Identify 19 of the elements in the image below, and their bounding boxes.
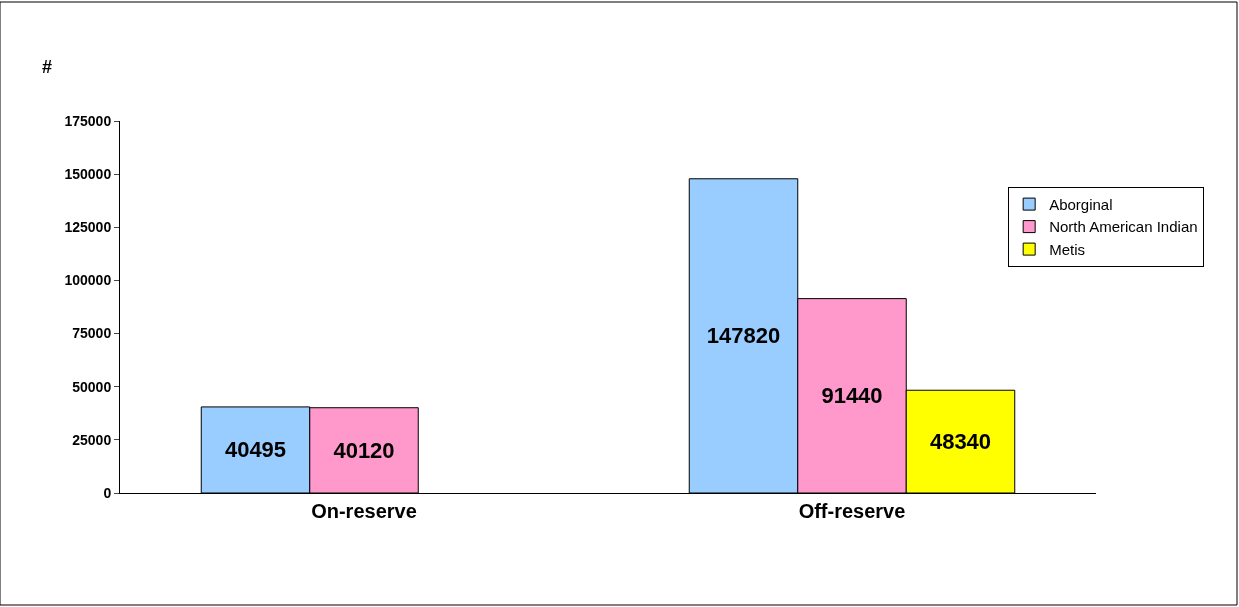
y-tick-label: 75000	[72, 325, 112, 342]
y-axis-title: #	[42, 57, 53, 77]
data-label: 147820	[706, 323, 781, 349]
y-tick-label: 100000	[64, 272, 112, 289]
y-tick-label: 175000	[64, 112, 112, 129]
legend-label: North American Indian	[1049, 218, 1198, 236]
x-tick-label: On-reserve	[311, 500, 417, 522]
legend-label: Aborginal	[1049, 195, 1113, 213]
y-tick-label: 25000	[72, 431, 112, 448]
y-tick-label: 125000	[64, 219, 112, 236]
y-tick-label: 150000	[64, 166, 112, 183]
y-tick-label: 0	[103, 484, 112, 501]
x-tick-label: Off-reserve	[798, 500, 906, 522]
legend-label: Metis	[1049, 240, 1085, 258]
data-label: 91440	[821, 383, 883, 409]
data-label: 48340	[929, 429, 992, 455]
y-tick-label: 50000	[72, 378, 112, 395]
data-label: 40495	[224, 437, 287, 463]
data-label: 40120	[333, 437, 395, 463]
